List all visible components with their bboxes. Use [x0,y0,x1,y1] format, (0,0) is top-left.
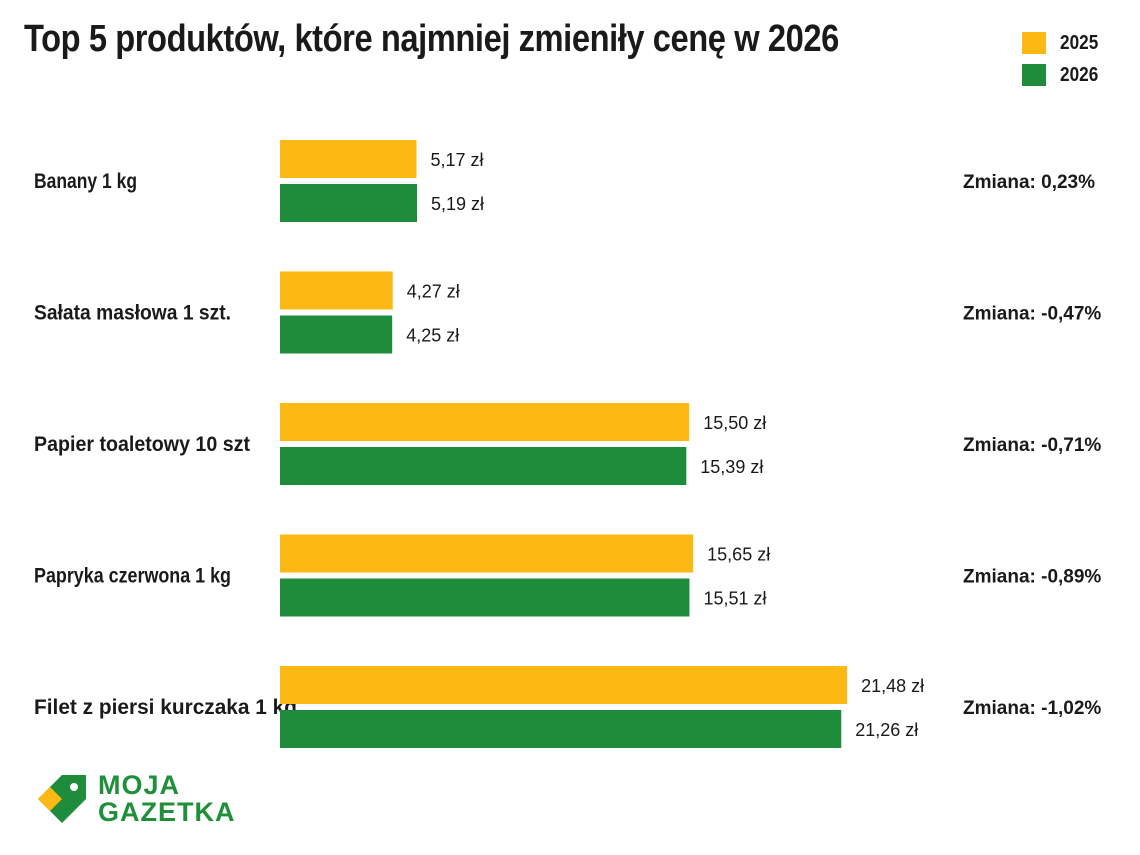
legend-swatch-2026 [1022,64,1046,86]
value-label: 4,25 zł [406,326,459,346]
legend: 2025 2026 [1022,32,1105,96]
category-label: Papier toaletowy 10 szt [34,433,250,456]
legend-swatch-2025 [1022,32,1046,54]
value-label: 21,26 zł [855,720,918,740]
bar-2026 [280,578,690,617]
legend-item-2025: 2025 [1022,32,1105,54]
value-label: 15,65 zł [707,545,770,565]
tag-logo-icon [38,775,86,823]
legend-item-2026: 2026 [1022,64,1105,86]
logo: MOJA GAZETKA [36,772,236,826]
bar-2026 [280,315,393,354]
value-label: 15,51 zł [703,589,766,609]
chart-title: Top 5 produktów, które najmniej zmieniły… [24,18,839,60]
category-label: Papryka czerwona 1 kg [34,565,231,588]
bar-2025 [280,534,694,573]
bar-2026 [280,447,687,485]
legend-label-2025: 2025 [1060,31,1099,54]
category-label: Banany 1 kg [34,170,137,193]
value-label: 4,27 zł [407,282,460,302]
category-label: Sałata masłowa 1 szt. [34,302,231,325]
bar-2025 [280,140,417,178]
value-label: 21,48 zł [861,676,924,696]
legend-label-2026: 2026 [1060,63,1099,86]
value-label: 15,39 zł [700,457,763,477]
bar-2026 [280,710,842,748]
bar-chart: Banany 1 kg 5,17 zł 5,19 zł Zmiana: 0,23% Sa… [34,140,1101,748]
bar-2026 [280,184,418,222]
change-label: Zmiana: -0,71% [963,435,1101,456]
value-label: 15,50 zł [703,413,766,433]
logo-text: MOJA GAZETKA [98,772,236,826]
category-label: Filet z piersi kurczaka 1 kg [34,696,297,719]
bar-2025 [280,666,848,704]
change-label: Zmiana: 0,23% [963,172,1095,193]
value-label: 5,19 zł [431,194,484,214]
logo-line-1: MOJA [98,770,181,800]
change-label: Zmiana: -0,47% [963,304,1101,325]
bar-2025 [280,403,690,441]
change-label: Zmiana: -1,02% [963,698,1101,719]
value-label: 5,17 zł [430,150,483,170]
bar-2025 [280,271,393,310]
change-label: Zmiana: -0,89% [963,567,1101,588]
logo-line-2: GAZETKA [98,797,236,827]
